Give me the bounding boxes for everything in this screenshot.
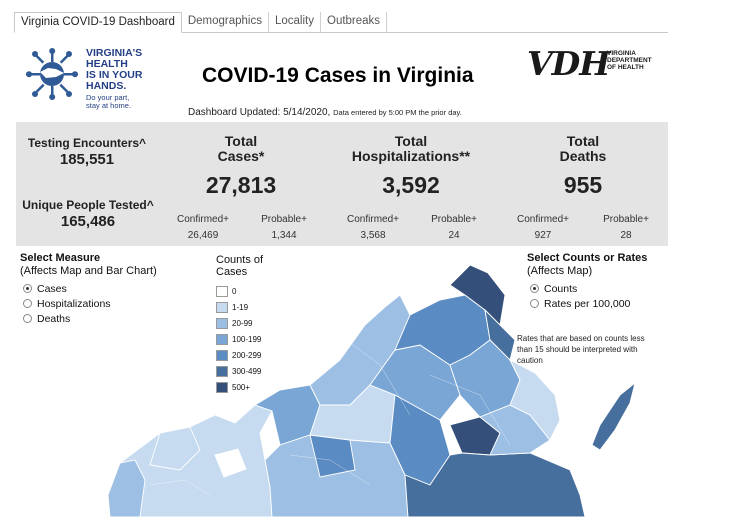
legend-label: 100-199 <box>232 334 262 344</box>
map-region-northern-virginia[interactable] <box>449 264 506 326</box>
select-measure-title: Select Measure <box>20 252 101 264</box>
map-region-eastern-shore[interactable] <box>591 381 636 451</box>
campaign-slogan: VIRGINIA'S HEALTH IS IN YOUR HANDS. <box>86 47 143 92</box>
counts-legend: Counts of Cases 0 1-19 20-99 100-199 200-299… <box>216 254 296 395</box>
legend-swatch <box>216 301 228 313</box>
total-hospitalizations-label: Total <box>394 133 428 149</box>
hosp-confirmed-value: 3,568 <box>360 230 386 241</box>
rates-caution-note: Rates that are based on counts less than… <box>517 334 645 365</box>
virginias-health-logo: VIRGINIA'S HEALTH IS IN YOUR HANDS. Do y… <box>26 44 146 114</box>
deaths-confirmed-label: Confirmed+ <box>517 214 569 225</box>
total-cases-label: Total <box>224 133 258 149</box>
dashboard-updated: Dashboard Updated: 5/14/2020, Data enter… <box>188 107 462 118</box>
map-region-northern-virginia-2[interactable] <box>484 308 516 361</box>
select-counts-rates-panel: Select Counts or Rates (Affects Map) Cou… <box>527 252 677 311</box>
map-region-middle-peninsula[interactable] <box>508 358 561 441</box>
deaths-probable-value: 28 <box>620 230 632 241</box>
radio-icon[interactable] <box>23 314 32 323</box>
tab-demographics[interactable]: Demographics <box>182 12 269 33</box>
deaths-probable-label: Probable+ <box>603 214 649 225</box>
virus-state-icon <box>26 48 78 100</box>
stats-panel: Testing Encounters^ 185,551 Unique Peopl… <box>16 122 668 246</box>
cases-confirmed-value: 26,469 <box>187 230 219 241</box>
select-counts-rates-subtitle: (Affects Map) <box>527 265 593 277</box>
legend-swatch <box>216 333 228 345</box>
legend-item: 300-499 <box>216 363 296 379</box>
total-deaths-label: Total <box>566 133 600 149</box>
legend-item: 100-199 <box>216 331 296 347</box>
total-hospitalizations-label-2: Hospitalizations** <box>351 148 471 164</box>
testing-encounters-label: Testing Encounters^ <box>27 136 147 150</box>
unique-people-tested-value: 165,486 <box>60 213 116 230</box>
legend-label: 300-499 <box>232 366 262 376</box>
legend-label: 0 <box>232 286 237 296</box>
option-rates-per-100000[interactable]: Rates per 100,000 <box>527 296 677 311</box>
tab-locality[interactable]: Locality <box>269 12 321 33</box>
measure-option-cases[interactable]: Cases <box>20 281 190 296</box>
legend-item: 500+ <box>216 379 296 395</box>
total-cases-value: 27,813 <box>205 172 277 198</box>
legend-item: 1-19 <box>216 299 296 315</box>
total-cases-label-2: Cases* <box>217 148 265 164</box>
legend-swatch <box>216 285 228 297</box>
legend-swatch <box>216 381 228 393</box>
legend-title: Counts of Cases <box>216 254 264 278</box>
option-counts[interactable]: Counts <box>527 281 677 296</box>
legend-label: 500+ <box>232 382 251 392</box>
page-title: COVID-19 Cases in Virginia <box>202 64 474 87</box>
virginia-county-map[interactable] <box>10 255 660 520</box>
hosp-probable-label: Probable+ <box>431 214 477 225</box>
measure-option-deaths[interactable]: Deaths <box>20 311 190 326</box>
legend-item: 0 <box>216 283 296 299</box>
radio-selected-icon[interactable] <box>23 284 32 293</box>
radio-icon[interactable] <box>530 299 539 308</box>
vdh-logo: VDH VIRGINIA DEPARTMENT OF HEALTH <box>527 44 652 83</box>
measure-option-hospitalizations[interactable]: Hospitalizations <box>20 296 190 311</box>
total-deaths-label-2: Deaths <box>559 148 607 164</box>
select-measure-panel: Select Measure (Affects Map and Bar Char… <box>20 252 190 326</box>
map-region-tidewater[interactable] <box>404 452 586 518</box>
campaign-subtext: Do your part, stay at home. <box>86 93 132 110</box>
legend-label: 1-19 <box>232 302 249 312</box>
legend-label: 200-299 <box>232 350 262 360</box>
cases-confirmed-label: Confirmed+ <box>177 214 229 225</box>
legend-label: 20-99 <box>232 318 253 328</box>
dashboard-tabs: Virginia COVID-19 Dashboard Demographics… <box>14 12 668 33</box>
hosp-probable-value: 24 <box>448 230 460 241</box>
tab-outbreaks[interactable]: Outbreaks <box>321 12 388 33</box>
cases-probable-label: Probable+ <box>261 214 307 225</box>
select-counts-rates-title: Select Counts or Rates <box>527 252 648 264</box>
legend-swatch <box>216 349 228 361</box>
map-region-southwest-3[interactable] <box>214 448 247 478</box>
map-region-southwest-2[interactable] <box>149 426 201 471</box>
total-hospitalizations-value: 3,592 <box>382 172 440 198</box>
hosp-confirmed-label: Confirmed+ <box>347 214 399 225</box>
select-measure-subtitle: (Affects Map and Bar Chart) <box>20 265 157 277</box>
deaths-confirmed-value: 927 <box>534 230 552 241</box>
map-region-far-southwest[interactable] <box>107 459 146 518</box>
total-deaths-value: 955 <box>563 172 603 198</box>
unique-people-tested-label: Unique People Tested^ <box>22 198 154 212</box>
legend-swatch <box>216 365 228 377</box>
testing-encounters-value: 185,551 <box>59 151 115 168</box>
legend-item: 20-99 <box>216 315 296 331</box>
radio-icon[interactable] <box>23 299 32 308</box>
cases-probable-value: 1,344 <box>271 230 297 241</box>
radio-selected-icon[interactable] <box>530 284 539 293</box>
legend-item: 200-299 <box>216 347 296 363</box>
tab-virginia-covid-19-dashboard[interactable]: Virginia COVID-19 Dashboard <box>14 12 182 33</box>
legend-swatch <box>216 317 228 329</box>
